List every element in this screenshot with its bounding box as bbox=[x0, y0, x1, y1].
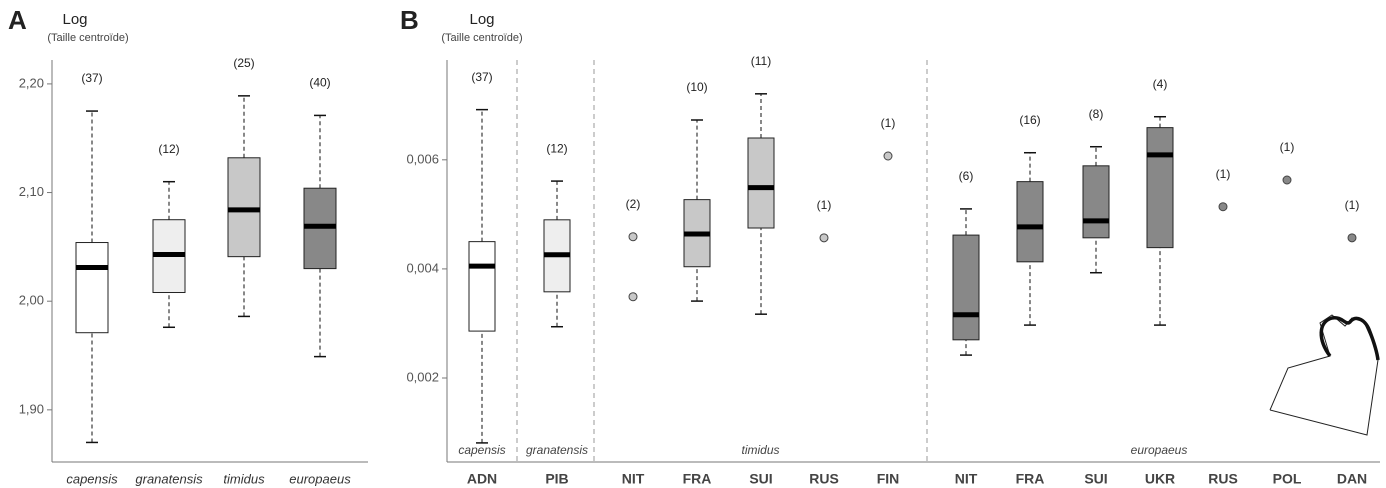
count-label: (6) bbox=[959, 169, 974, 183]
count-label: (37) bbox=[81, 71, 102, 85]
count-label: (12) bbox=[546, 141, 567, 155]
count-label: (1) bbox=[1280, 140, 1295, 154]
group-label: capensis bbox=[458, 443, 505, 457]
count-label: (1) bbox=[881, 116, 896, 130]
count-label: (1) bbox=[817, 198, 832, 212]
y-axis-title: Log bbox=[62, 11, 87, 28]
x-tick-label: UKR bbox=[1145, 471, 1175, 487]
y-tick-label: 0,004 bbox=[406, 260, 439, 275]
x-tick-label: DAN bbox=[1337, 471, 1367, 487]
y-tick-label: 2,20 bbox=[19, 75, 44, 90]
x-tick-label: FRA bbox=[683, 471, 712, 487]
count-label: (12) bbox=[158, 142, 179, 156]
box bbox=[75, 242, 109, 334]
box bbox=[952, 234, 980, 341]
point bbox=[819, 233, 829, 243]
count-label: (2) bbox=[626, 197, 641, 211]
count-label: (11) bbox=[751, 54, 771, 68]
box bbox=[1082, 165, 1110, 239]
panel-label: B bbox=[400, 5, 419, 35]
x-tick-label: FRA bbox=[1016, 471, 1045, 487]
point bbox=[628, 292, 638, 302]
panel-label: A bbox=[8, 5, 27, 35]
count-label: (1) bbox=[1345, 198, 1360, 212]
y-tick-label: 0,002 bbox=[406, 369, 439, 384]
box bbox=[1146, 127, 1174, 249]
count-label: (4) bbox=[1153, 77, 1168, 91]
outline-icon bbox=[1269, 314, 1380, 436]
box bbox=[468, 241, 496, 332]
count-label: (37) bbox=[471, 70, 492, 84]
count-label: (16) bbox=[1019, 113, 1040, 127]
y-tick-label: 2,00 bbox=[19, 293, 44, 308]
point bbox=[883, 151, 893, 161]
point bbox=[1218, 202, 1228, 212]
y-axis-subtitle: (Taille centroïde) bbox=[441, 32, 522, 44]
x-tick-label: timidus bbox=[223, 471, 265, 486]
x-tick-label: SUI bbox=[1084, 471, 1107, 487]
group-label: europaeus bbox=[1131, 443, 1188, 457]
x-tick-label: europaeus bbox=[289, 471, 351, 486]
x-tick-label: SUI bbox=[749, 471, 772, 487]
point bbox=[1347, 233, 1357, 243]
count-label: (8) bbox=[1089, 107, 1104, 121]
box bbox=[747, 137, 775, 229]
count-label: (40) bbox=[309, 76, 330, 90]
y-axis-subtitle: (Taille centroïde) bbox=[47, 32, 128, 44]
x-tick-label: RUS bbox=[1208, 471, 1238, 487]
y-tick-label: 2,10 bbox=[19, 184, 44, 199]
x-tick-label: POL bbox=[1273, 471, 1302, 487]
group-label: timidus bbox=[741, 443, 779, 457]
count-label: (25) bbox=[233, 56, 254, 70]
count-label: (1) bbox=[1216, 167, 1231, 181]
point bbox=[1282, 175, 1292, 185]
x-tick-label: FIN bbox=[877, 471, 900, 487]
y-tick-label: 1,90 bbox=[19, 401, 44, 416]
point bbox=[628, 232, 638, 242]
count-label: (10) bbox=[686, 80, 707, 94]
y-axis-title: Log bbox=[469, 11, 494, 28]
group-label: granatensis bbox=[526, 443, 588, 457]
x-tick-label: RUS bbox=[809, 471, 839, 487]
box bbox=[1016, 181, 1044, 263]
x-tick-label: NIT bbox=[622, 471, 645, 487]
y-tick-label: 0,006 bbox=[406, 151, 439, 166]
box bbox=[227, 157, 261, 258]
x-tick-label: granatensis bbox=[135, 471, 203, 486]
x-tick-label: capensis bbox=[66, 471, 118, 486]
x-tick-label: ADN bbox=[467, 471, 497, 487]
x-tick-label: NIT bbox=[955, 471, 978, 487]
x-tick-label: PIB bbox=[545, 471, 568, 487]
